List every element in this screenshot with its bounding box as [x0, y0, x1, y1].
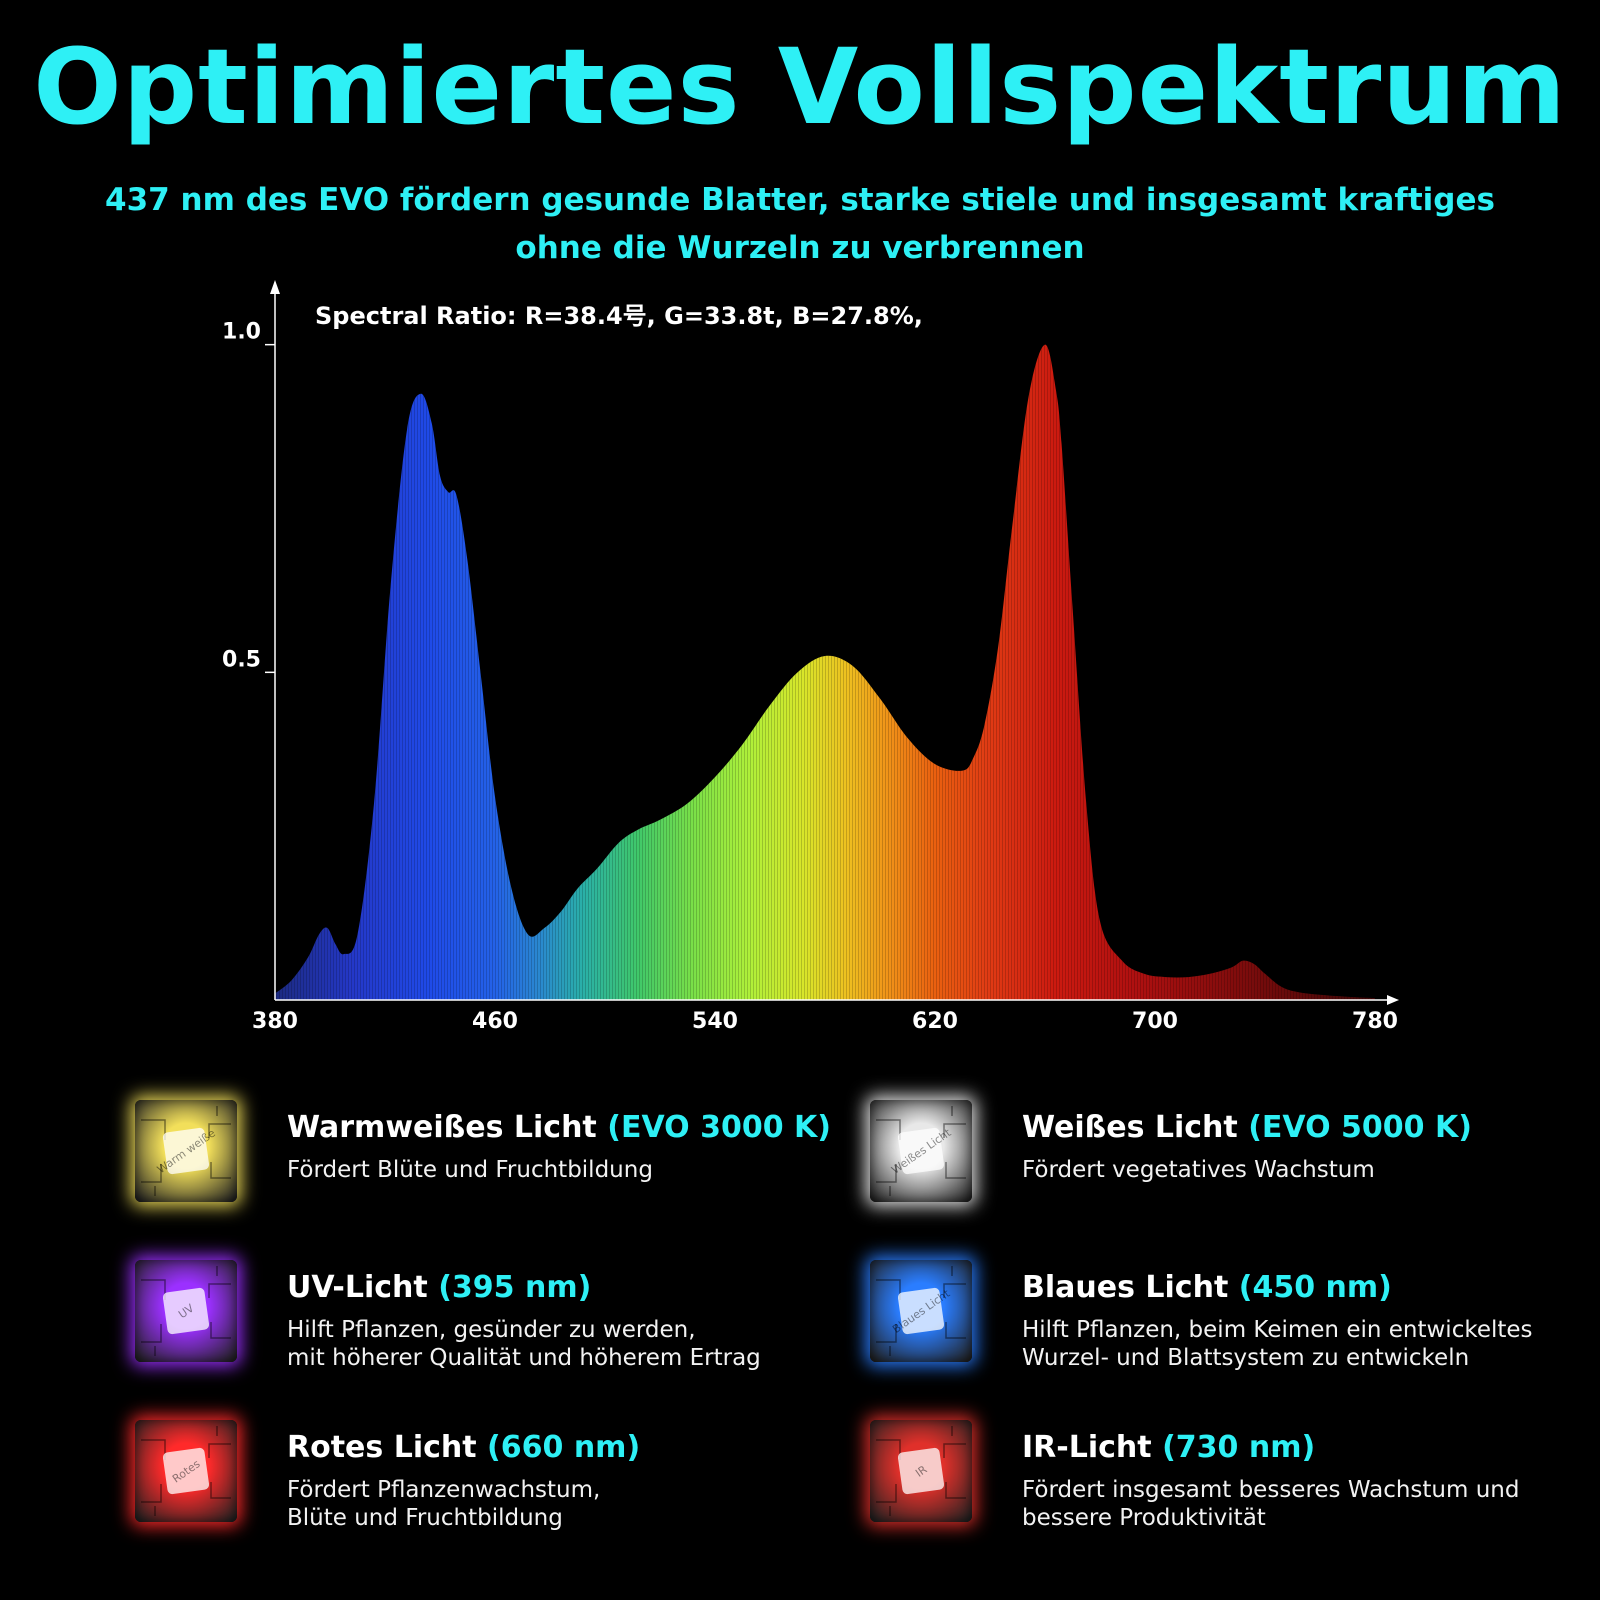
page-title: Optimiertes Vollspektrum: [33, 26, 1567, 148]
light-name: Warmweißes Licht: [287, 1110, 597, 1145]
legend-item-title: IR-Licht (730 nm): [1022, 1430, 1315, 1465]
light-description: Fördert vegetatives Wachstum: [1022, 1157, 1375, 1183]
light-spec: (EVO 5000 K): [1248, 1110, 1472, 1145]
page-subtitle: 437 nm des EVO fördern gesunde Blatter, …: [105, 182, 1495, 266]
spectrum-texture: [275, 344, 1375, 1000]
spectrum-chart: 380 460 540 620 700 780 0.5 1.0 Spectral Ratio:…: [222, 280, 1399, 1034]
legend-item-warmweißes-licht: Warm weiße Warmweißes Licht (EVO 3000 K) F…: [135, 1100, 855, 1230]
y-tick-label: 0.5: [222, 647, 261, 672]
legend-item-title: Blaues Licht (450 nm): [1022, 1270, 1392, 1305]
spectral-ratio-annotation: Spectral Ratio: R=38.4号, G=33.8t, B=27.8…: [315, 302, 923, 330]
legend-item-title: Rotes Licht (660 nm): [287, 1430, 640, 1465]
light-name: Blaues Licht: [1022, 1270, 1229, 1305]
legend-item-uv-licht: UV UV-Licht (395 nm) Hilft Pflanzen, gesün…: [135, 1260, 855, 1390]
light-name: Weißes Licht: [1022, 1110, 1238, 1145]
light-name: IR-Licht: [1022, 1430, 1152, 1465]
light-description: Hilft Pflanzen, gesünder zu werden, mit …: [287, 1317, 761, 1371]
x-tick-label: 780: [1352, 1009, 1398, 1034]
x-tick-label: 700: [1132, 1009, 1178, 1034]
x-tick-label: 540: [692, 1009, 738, 1034]
x-tick-label: 460: [472, 1009, 518, 1034]
legend-item-blaues-licht: Blaues Licht Blaues Licht (450 nm) Hilft P…: [870, 1260, 1590, 1390]
light-spec: (730 nm): [1162, 1430, 1316, 1465]
y-axis-arrow: [270, 280, 280, 294]
white-chip-icon: Weißes Licht: [870, 1100, 972, 1202]
light-description: Fördert Blüte und Fruchtbildung: [287, 1157, 653, 1183]
plot-area: 380 460 540 620 700 780 0.5 1.0: [222, 280, 1399, 1034]
light-types-legend: Warm weiße Warmweißes Licht (EVO 3000 K) F…: [0, 1100, 1600, 1580]
light-name: UV-Licht: [287, 1270, 428, 1305]
blue-chip-icon: Blaues Licht: [870, 1260, 972, 1362]
legend-item-rotes-licht: Rotes Rotes Licht (660 nm) Fördert Pflanze…: [135, 1420, 855, 1550]
light-spec: (450 nm): [1238, 1270, 1392, 1305]
legend-item-weißes-licht: Weißes Licht Weißes Licht (EVO 5000 K) För…: [870, 1100, 1590, 1230]
red-chip-icon: Rotes: [135, 1420, 237, 1522]
uv-chip-icon: UV: [135, 1260, 237, 1362]
legend-item-title: UV-Licht (395 nm): [287, 1270, 591, 1305]
light-name: Rotes Licht: [287, 1430, 477, 1465]
legend-item-title: Warmweißes Licht (EVO 3000 K): [287, 1110, 831, 1145]
light-description: Fördert Pflanzenwachstum, Blüte und Fruc…: [287, 1477, 601, 1531]
x-tick-label: 620: [912, 1009, 958, 1034]
y-tick-label: 1.0: [222, 320, 261, 345]
light-spec: (660 nm): [487, 1430, 641, 1465]
legend-item-title: Weißes Licht (EVO 5000 K): [1022, 1110, 1472, 1145]
ir-chip-icon: IR: [870, 1420, 972, 1522]
light-description: Fördert insgesamt besseres Wachstum und …: [1022, 1477, 1520, 1531]
light-description: Hilft Pflanzen, beim Keimen ein entwicke…: [1022, 1317, 1533, 1371]
x-axis-arrow: [1387, 995, 1399, 1005]
light-spec: (395 nm): [438, 1270, 592, 1305]
legend-item-ir-licht: IR IR-Licht (730 nm) Fördert insgesamt bes…: [870, 1420, 1590, 1550]
light-spec: (EVO 3000 K): [607, 1110, 831, 1145]
x-tick-label: 380: [252, 1009, 298, 1034]
warm-white-chip-icon: Warm weiße: [135, 1100, 237, 1202]
